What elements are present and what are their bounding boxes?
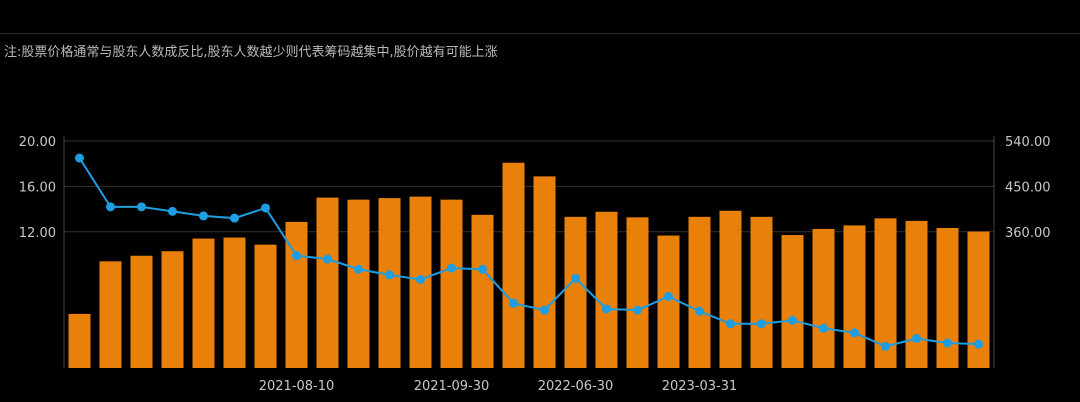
bar-series [68, 162, 990, 368]
bar [781, 235, 804, 368]
x-tick-label: 2021-08-10 [259, 379, 335, 394]
line-point [695, 306, 704, 316]
y-right-tick-label: 540.00 [1005, 135, 1051, 150]
line-point [261, 203, 270, 213]
bar [843, 225, 866, 368]
y-right-tick-label: 360.00 [1005, 226, 1051, 241]
bar [440, 199, 463, 368]
line-point [726, 319, 735, 329]
line-point [292, 251, 301, 261]
bar [564, 216, 587, 368]
bar [378, 198, 401, 368]
line-point [571, 273, 580, 283]
grid-lines [64, 140, 994, 233]
line-point [788, 315, 797, 325]
bar [68, 313, 91, 368]
line-point [199, 211, 208, 221]
axes: 20.00 16.00 12.00 540.00 450.00 360.00 2021-08… [19, 135, 1051, 394]
bar [192, 238, 215, 368]
bar [99, 261, 122, 368]
bar [161, 251, 184, 368]
bar [719, 210, 742, 368]
line-point [664, 291, 673, 301]
line-point [602, 304, 611, 314]
line-point [137, 202, 146, 212]
x-tick-label: 2023-03-31 [662, 379, 738, 394]
bar [223, 237, 246, 368]
line-point [912, 333, 921, 343]
chart-note: 注:股票价格通常与股东人数成反比,股东人数越少则代表筹码越集中,股价越有可能上涨 [4, 45, 498, 60]
line-path [78, 157, 979, 348]
line-series [75, 153, 983, 351]
line-point [881, 341, 890, 351]
line-point [75, 153, 84, 163]
bar [285, 221, 308, 368]
x-tick-label: 2021-09-30 [414, 379, 490, 394]
line-point [168, 206, 177, 216]
line-point [385, 270, 394, 280]
line-point [354, 264, 363, 274]
top-divider [0, 33, 1080, 34]
bar [347, 199, 370, 368]
y-left-tick-label: 20.00 [19, 135, 56, 150]
bar [657, 235, 680, 368]
line-point [819, 323, 828, 333]
line-point [416, 274, 425, 284]
bar [750, 216, 773, 368]
bar [936, 227, 959, 368]
line-point [540, 305, 549, 315]
line-point [478, 264, 487, 274]
bar [626, 217, 649, 368]
bar [905, 220, 928, 368]
line-point [230, 213, 239, 223]
bar [688, 216, 711, 368]
y-left-tick-label: 12.00 [19, 226, 56, 241]
line-point [943, 338, 952, 348]
bar [254, 244, 277, 368]
bar [130, 255, 153, 368]
bar [595, 211, 618, 368]
line-point [323, 254, 332, 264]
bar [812, 228, 835, 368]
line-point [447, 263, 456, 273]
bar [471, 214, 494, 368]
bar [502, 162, 525, 368]
x-tick-label: 2022-06-30 [538, 379, 614, 394]
bar [316, 197, 339, 368]
line-point [509, 298, 518, 308]
y-right-tick-label: 450.00 [1005, 181, 1051, 196]
line-point [106, 202, 115, 212]
bar [967, 231, 990, 368]
bar [533, 176, 556, 368]
line-point [974, 339, 983, 349]
line-point [633, 305, 642, 315]
line-point [757, 319, 766, 329]
bar [874, 218, 897, 368]
y-left-tick-label: 16.00 [19, 180, 56, 195]
line-point [850, 328, 859, 338]
